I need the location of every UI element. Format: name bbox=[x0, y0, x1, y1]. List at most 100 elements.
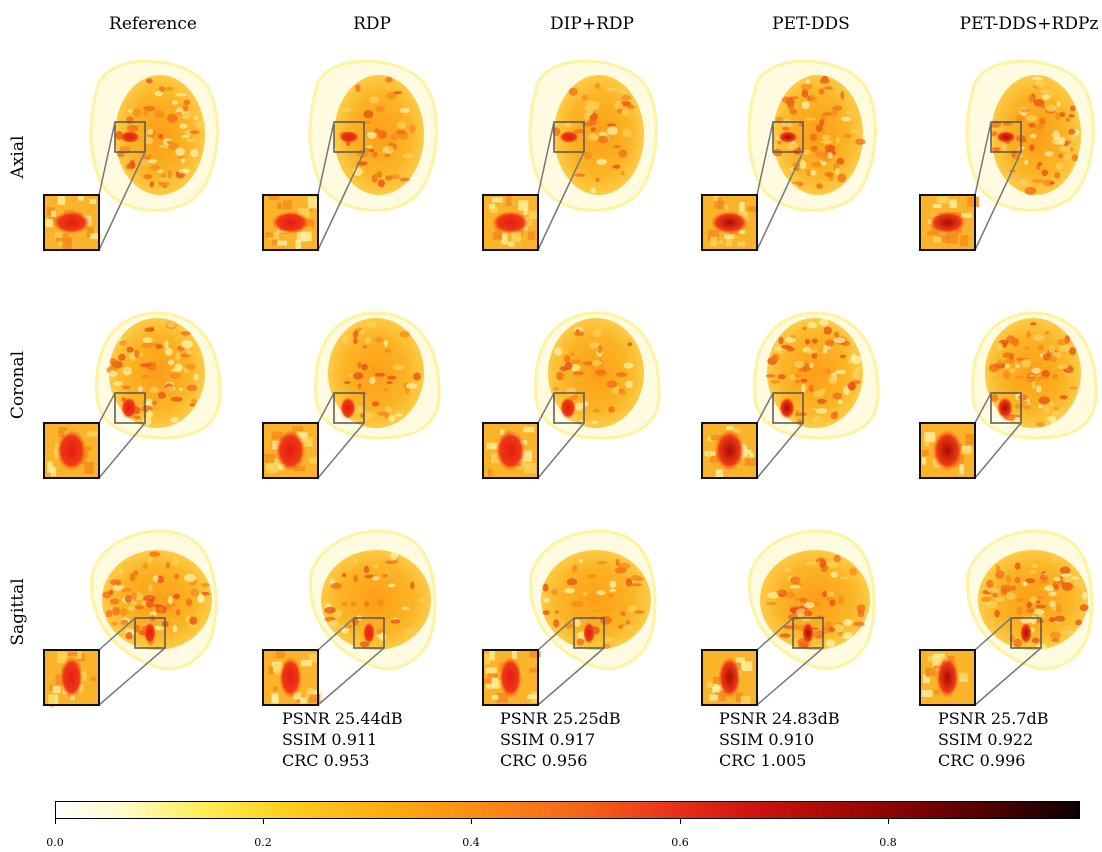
cortex-texture bbox=[167, 170, 172, 179]
cortex-texture bbox=[1003, 121, 1013, 126]
zoom-connector bbox=[98, 647, 166, 706]
cortex-texture bbox=[181, 115, 190, 120]
cortex-texture bbox=[554, 610, 559, 614]
cortex-texture bbox=[1069, 386, 1078, 390]
cortex-texture bbox=[628, 605, 637, 613]
cortex-texture bbox=[1039, 574, 1049, 581]
cortex-texture bbox=[1059, 395, 1068, 400]
psnr-value: PSNR 25.7dB bbox=[938, 709, 1049, 728]
cortex-texture bbox=[622, 625, 633, 630]
cortex-texture bbox=[808, 384, 814, 393]
cortex-texture bbox=[587, 133, 599, 141]
cortex-texture bbox=[386, 375, 397, 380]
cortex-texture bbox=[181, 134, 190, 139]
cortex-texture bbox=[1043, 405, 1050, 413]
metrics-dip-rdp: PSNR 25.25dB SSIM 0.917 CRC 0.956 bbox=[500, 708, 621, 771]
cortex-texture bbox=[1031, 637, 1040, 644]
cortex-texture bbox=[178, 387, 183, 392]
zoom-connector bbox=[537, 392, 555, 424]
cortex-texture bbox=[1060, 136, 1066, 146]
cortex-texture bbox=[802, 326, 807, 330]
cortex-texture bbox=[147, 128, 154, 135]
cortex-texture bbox=[196, 384, 202, 388]
cortex-texture bbox=[158, 606, 163, 613]
cortex-texture bbox=[804, 338, 811, 345]
cortex-texture bbox=[365, 322, 377, 328]
cortex-texture bbox=[384, 560, 397, 564]
cortex-texture bbox=[810, 96, 818, 101]
cortex-texture bbox=[175, 147, 185, 156]
cortex-texture bbox=[150, 164, 161, 171]
cortex-texture bbox=[1052, 411, 1062, 417]
cortex-texture bbox=[837, 595, 845, 604]
cortex-texture bbox=[1015, 364, 1021, 369]
cortex-texture bbox=[799, 160, 807, 170]
cortex-texture bbox=[830, 571, 838, 578]
cortex-texture bbox=[843, 618, 852, 627]
zoom-region-box bbox=[792, 617, 824, 649]
cortex-texture bbox=[1040, 102, 1045, 109]
cortex-texture bbox=[126, 346, 134, 353]
colorbar-tickmark bbox=[680, 819, 681, 824]
cortex-texture bbox=[1058, 153, 1063, 159]
cortex-texture bbox=[164, 86, 174, 91]
cortex-texture bbox=[571, 564, 578, 573]
cortex-texture bbox=[606, 126, 619, 136]
cortex-texture bbox=[581, 94, 588, 100]
cortex-texture bbox=[396, 121, 407, 129]
cortex-texture bbox=[353, 558, 359, 564]
zoom-inset bbox=[919, 194, 979, 251]
cortex-texture bbox=[582, 401, 589, 407]
cortex-texture bbox=[186, 384, 198, 391]
cortex-texture bbox=[172, 593, 181, 600]
cortex-texture bbox=[1038, 396, 1050, 405]
cortex-texture bbox=[122, 366, 132, 376]
cortex-texture bbox=[1035, 604, 1047, 609]
zoom-inset bbox=[919, 649, 976, 706]
cortex-texture bbox=[829, 599, 836, 607]
colorbar-tick-label: 0.2 bbox=[254, 836, 272, 849]
cortex-texture bbox=[1016, 598, 1026, 602]
cortex-texture bbox=[994, 597, 1006, 602]
cortex-texture bbox=[363, 412, 375, 420]
cortex-texture bbox=[795, 608, 807, 616]
cortex-texture bbox=[823, 326, 832, 335]
lesion bbox=[120, 131, 140, 143]
cortex-texture bbox=[127, 125, 139, 132]
cortex-texture bbox=[193, 373, 199, 381]
cortex-texture bbox=[1011, 585, 1016, 591]
cortex-texture bbox=[850, 355, 862, 365]
cortex-texture bbox=[789, 108, 798, 115]
cortex-texture bbox=[172, 625, 178, 633]
cortex-texture bbox=[363, 120, 372, 125]
cortex-texture bbox=[146, 78, 153, 84]
cortex-texture bbox=[625, 620, 630, 625]
cortex-texture bbox=[835, 168, 840, 175]
cortex-texture bbox=[330, 582, 342, 589]
zoom-region-box bbox=[114, 121, 146, 153]
cortex-texture bbox=[806, 169, 811, 177]
cortex-texture bbox=[994, 609, 1000, 618]
cortex-texture bbox=[1065, 117, 1070, 122]
metrics-pet-dds-rdpz: PSNR 25.7dB SSIM 0.922 CRC 0.996 bbox=[938, 708, 1048, 771]
cortex-texture bbox=[1027, 95, 1034, 103]
cortex-texture bbox=[141, 374, 150, 379]
cortex-texture bbox=[373, 563, 379, 569]
cortex-texture bbox=[819, 318, 829, 327]
zoom-connector bbox=[98, 422, 146, 479]
zoom-connector bbox=[974, 392, 992, 424]
cortex-texture bbox=[1063, 153, 1071, 160]
cortex-texture bbox=[1029, 322, 1037, 326]
lesion bbox=[996, 131, 1016, 143]
cortex-texture bbox=[609, 580, 617, 588]
cortex-texture bbox=[1014, 576, 1021, 584]
cortex-texture bbox=[981, 596, 992, 602]
cortex-texture bbox=[856, 604, 866, 613]
cortex-texture bbox=[147, 557, 153, 564]
zoom-connector bbox=[317, 121, 335, 196]
cortex-texture bbox=[1044, 585, 1055, 592]
cortex-texture bbox=[377, 598, 384, 607]
cortex-texture bbox=[1049, 181, 1055, 185]
cortex-texture bbox=[996, 342, 1004, 351]
cortex-texture bbox=[1023, 405, 1030, 410]
